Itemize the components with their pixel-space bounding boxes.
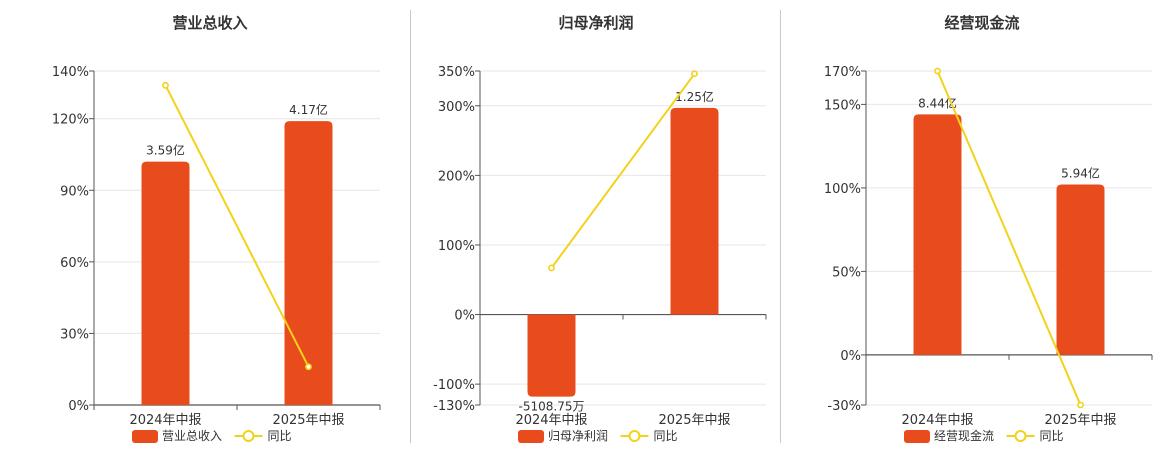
bar-data-label: 5.94亿 <box>1061 166 1100 181</box>
legend-bar-label: 营业总收入 <box>162 429 222 443</box>
y-tick-label: -30% <box>827 399 861 414</box>
chart-svg: 经营现金流 -30% 0% 50% 100% 150% 170% 8.44亿 5.94亿 2024… <box>824 14 1153 443</box>
line-point <box>934 67 941 75</box>
legend-line-marker <box>1014 430 1027 442</box>
y-tick-label: 30% <box>60 327 89 342</box>
legend-bar-label: 归母净利润 <box>548 429 608 443</box>
y-tick-label: 300% <box>438 100 475 115</box>
y-tick-label: -130% <box>433 399 475 414</box>
y-tick-label: 150% <box>824 98 861 113</box>
line-point <box>305 363 312 371</box>
chart-panel-3: 经营现金流 -30% 0% 50% 100% 150% 170% 8.44亿 5.94亿 2024… <box>772 0 1158 450</box>
y-tick-label: 100% <box>438 239 475 254</box>
x-tick-label: 2024年中报 <box>515 413 587 428</box>
bar <box>284 121 333 405</box>
y-tick-label: 60% <box>60 256 89 271</box>
y-tick-label: 90% <box>60 184 89 199</box>
x-tick-label: 2025年中报 <box>272 413 344 428</box>
y-tick-label: -100% <box>433 378 475 393</box>
y-tick-label: 350% <box>438 65 475 80</box>
chart-title: 归母净利润 <box>558 14 633 32</box>
bar <box>141 161 190 405</box>
y-tick-label: 50% <box>832 265 861 280</box>
chart-title: 经营现金流 <box>944 14 1019 32</box>
bar-data-label: -5108.75万 <box>519 400 585 414</box>
line-series-path <box>164 84 310 368</box>
legend-bar-swatch <box>132 430 158 443</box>
y-tick-label: 170% <box>824 65 861 80</box>
legend-line-marker <box>628 430 641 442</box>
chart-panel-2: 归母净利润 -130% -100% 0% 100% 200% 300% 350% -5108.7… <box>386 0 772 450</box>
bar <box>670 107 719 315</box>
y-tick-label: 120% <box>52 113 89 128</box>
bar-data-label: 4.17亿 <box>289 102 328 117</box>
line-point <box>162 81 169 89</box>
chart-svg: 营业总收入 0% 30% 60% 90% 120% 140% 3.59亿 4.17亿 2024年中… <box>52 14 381 443</box>
y-tick-label: 140% <box>52 65 89 80</box>
line-series-path <box>550 73 696 269</box>
x-tick-label: 2025年中报 <box>658 413 730 428</box>
chart-svg: 归母净利润 -130% -100% 0% 100% 200% 300% 350% -5108.7… <box>433 14 767 443</box>
legend-line-label: 同比 <box>654 429 678 443</box>
legend-bar-swatch <box>904 430 930 443</box>
line-point <box>548 264 555 272</box>
x-tick-label: 2025年中报 <box>1044 413 1116 428</box>
bar-data-label: 1.25亿 <box>675 89 714 104</box>
line-point <box>691 70 698 78</box>
bar <box>527 314 576 397</box>
y-tick-label: 0% <box>840 349 861 364</box>
legend-line-label: 同比 <box>1040 429 1064 443</box>
legend-line-label: 同比 <box>268 429 292 443</box>
x-tick-label: 2024年中报 <box>901 413 973 428</box>
y-tick-label: 200% <box>438 169 475 184</box>
legend-line-marker <box>242 430 255 442</box>
line-series-path <box>936 70 1082 406</box>
panel-divider <box>780 10 781 443</box>
panel-divider <box>410 10 411 443</box>
y-tick-label: 0% <box>454 309 475 324</box>
chart-panel-1: 营业总收入 0% 30% 60% 90% 120% 140% 3.59亿 4.17亿 2024年中… <box>0 0 386 450</box>
legend-bar-swatch <box>518 430 544 443</box>
x-tick-label: 2024年中报 <box>129 413 201 428</box>
bar <box>1056 184 1105 355</box>
bar-data-label: 3.59亿 <box>146 143 185 158</box>
y-tick-label: 0% <box>68 399 89 414</box>
chart-title: 营业总收入 <box>172 14 247 32</box>
line-point <box>1077 401 1084 409</box>
bar-data-label: 8.44亿 <box>918 95 957 110</box>
bar <box>913 114 962 355</box>
y-tick-label: 100% <box>824 182 861 197</box>
legend-bar-label: 经营现金流 <box>934 428 994 443</box>
